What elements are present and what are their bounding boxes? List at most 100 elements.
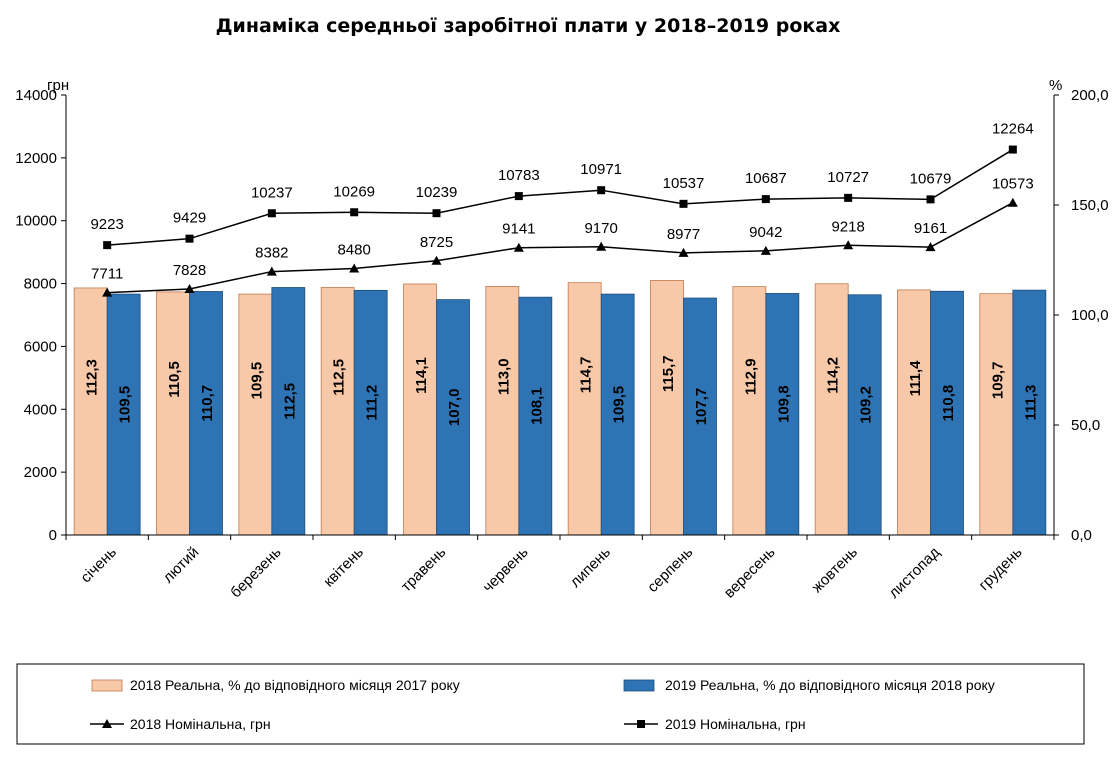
bar-2018 <box>567 282 602 536</box>
bar-label-2018: 114,7 <box>578 356 595 393</box>
label-2019-nominal: 10269 <box>333 183 375 200</box>
marker-2018-triangle <box>266 266 277 276</box>
category-label: вересень <box>721 544 779 602</box>
left-tick-label: 6000 <box>24 338 57 355</box>
bar-2019 <box>683 297 717 536</box>
marker-2019-square <box>926 195 935 204</box>
category-labels: січень лютий березень квітень травень червень… <box>78 544 1026 602</box>
bar-2018 <box>485 285 520 536</box>
bar-label-2019: 110,8 <box>940 385 957 422</box>
left-tick-label: 10000 <box>15 213 57 230</box>
marker-2019-square <box>267 209 276 218</box>
label-2018-nominal: 8382 <box>255 245 288 262</box>
bar-label-2018: 112,5 <box>331 359 348 396</box>
bar-label-2018: 112,9 <box>742 358 759 395</box>
marker-2018-triangle <box>843 240 854 250</box>
category-label: серпень <box>644 544 696 596</box>
left-tick-label: 12000 <box>15 150 57 167</box>
category-label: січень <box>78 544 121 587</box>
bar-value-labels: 112,3 109,5 110,5 110,7 109,5 112,5 112,5 111,2… <box>84 355 1040 426</box>
bar-label-2018: 109,5 <box>248 362 265 400</box>
left-axis-unit: грн <box>47 77 69 94</box>
line-2018-nominal <box>107 202 1014 294</box>
bar-label-2019: 112,5 <box>281 383 298 420</box>
left-tick-label: 4000 <box>24 401 57 418</box>
marker-2018-triangle <box>431 255 442 265</box>
bar-2019 <box>847 294 882 536</box>
label-2019-nominal: 10679 <box>910 170 952 187</box>
bar-2019 <box>765 293 800 536</box>
bar-label-2018: 112,3 <box>84 359 101 396</box>
bar-2019 <box>189 291 223 536</box>
label-2018-nominal: 7828 <box>173 262 206 279</box>
bars-2018-series <box>73 280 1014 536</box>
marker-2019-square <box>350 208 359 217</box>
bar-label-2018: 113,0 <box>495 358 512 395</box>
right-axis-unit: % <box>1049 77 1062 94</box>
label-2019-nominal: 9223 <box>90 216 123 233</box>
bar-2019 <box>353 289 388 536</box>
legend-marker-2018-triangle <box>102 719 112 728</box>
bar-2019 <box>436 299 470 536</box>
label-2018-nominal: 9042 <box>749 224 782 241</box>
label-2019-nominal: 10237 <box>251 184 293 201</box>
bar-2019 <box>930 290 964 536</box>
left-tick-label: 14000 <box>15 87 57 104</box>
marker-2018-triangle <box>184 283 195 293</box>
nominal-lines: 7711 7828 8382 8480 8725 9141 9170 8977 9042 9218… <box>90 121 1034 297</box>
marker-2018-triangle <box>925 242 936 252</box>
label-2019-nominal: 10537 <box>663 175 705 192</box>
bar-label-2019: 111,3 <box>1022 385 1039 421</box>
marker-2019-square <box>103 241 112 250</box>
bar-2018 <box>156 291 190 536</box>
right-tick-label: 50,0 <box>1071 417 1100 434</box>
bar-2018 <box>238 293 273 536</box>
label-2018-nominal: 8977 <box>667 226 700 243</box>
right-tick-label: 0,0 <box>1071 527 1092 544</box>
marker-2019-square <box>514 192 523 201</box>
label-2019-nominal: 10687 <box>745 170 787 187</box>
bar-label-2019: 107,7 <box>693 388 710 426</box>
category-label: лютий <box>160 544 203 587</box>
bar-label-2019: 109,5 <box>117 386 134 424</box>
marker-2019-square <box>1008 145 1017 154</box>
marker-2019-square <box>597 186 606 195</box>
label-2019-nominal: 10727 <box>827 169 869 186</box>
right-tick-label: 100,0 <box>1071 307 1109 324</box>
legend-label-2018-real: 2018 Реальна, % до відповідного місяця 2… <box>130 677 460 693</box>
bar-label-2019: 108,1 <box>528 387 545 425</box>
label-2019-nominal: 10971 <box>580 161 622 178</box>
label-2019-nominal: 10783 <box>498 167 540 184</box>
bar-2018 <box>73 287 108 536</box>
bar-2018 <box>814 283 849 536</box>
marker-2019-square <box>844 193 853 202</box>
bar-2019 <box>271 287 306 536</box>
legend-label-2018-nominal: 2018 Номінальна, грн <box>130 716 271 732</box>
label-2019-nominal: 10239 <box>416 184 458 201</box>
left-tick-label: 0 <box>49 527 57 544</box>
category-label: липень <box>567 544 614 591</box>
marker-2019-square <box>761 195 770 204</box>
label-2018-nominal: 9161 <box>914 220 947 237</box>
label-2019-nominal: 12264 <box>992 121 1034 138</box>
category-label: березень <box>227 544 285 602</box>
bar-2018 <box>403 283 437 536</box>
bar-label-2019: 110,7 <box>199 385 216 422</box>
category-label: листопад <box>885 544 943 602</box>
label-2018-nominal: 9141 <box>502 221 535 238</box>
marker-2019-square <box>679 199 688 208</box>
marker-2019-square <box>185 234 194 243</box>
bars-2019-series <box>106 287 1047 536</box>
legend-label-2019-real: 2019 Реальна, % до відповідного місяця 2… <box>665 677 995 693</box>
bar-2018 <box>979 293 1014 536</box>
bar-2019 <box>106 293 141 536</box>
bar-label-2019: 109,8 <box>775 385 792 423</box>
left-tick-label: 8000 <box>24 276 57 293</box>
marker-2018-triangle <box>678 247 689 257</box>
marker-2018-triangle <box>1007 197 1018 207</box>
left-tick-label: 2000 <box>24 464 57 481</box>
axes: 0 2000 4000 6000 8000 10000 12000 14000 0,0 50,0 1… <box>15 87 1108 544</box>
label-2019-nominal: 9429 <box>173 210 206 227</box>
bar-label-2019: 109,2 <box>858 386 875 424</box>
